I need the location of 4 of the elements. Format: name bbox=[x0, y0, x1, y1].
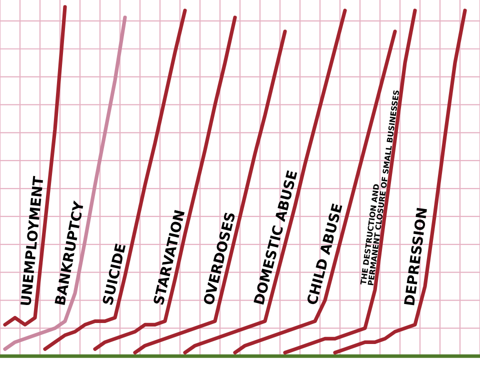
text: CHILD ABUSE bbox=[306, 203, 342, 306]
text: UNEMPLOYMENT bbox=[20, 176, 44, 306]
text: SUICIDE bbox=[102, 243, 126, 306]
text: DEPRESSION bbox=[404, 208, 428, 306]
